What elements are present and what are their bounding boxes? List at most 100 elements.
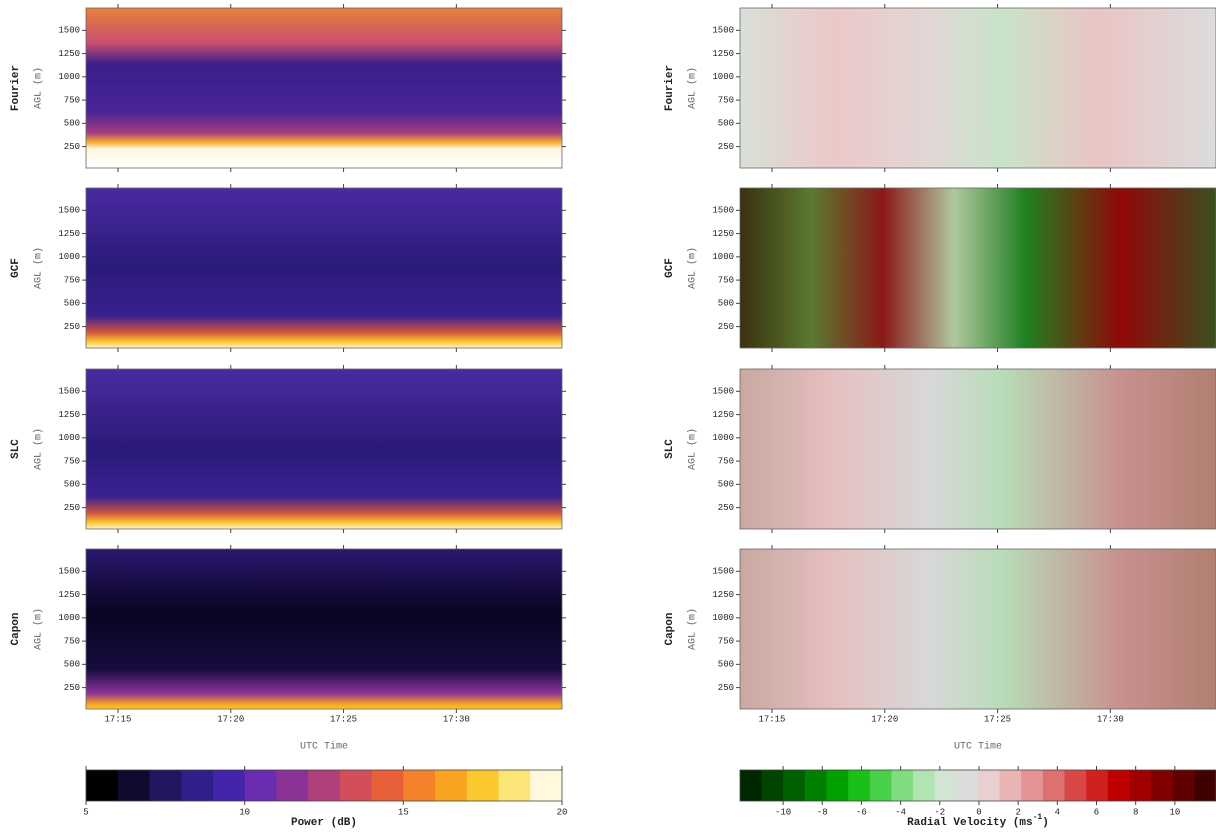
y-axis-label: AGL (m) bbox=[33, 247, 45, 289]
y-tick-label: 1000 bbox=[58, 252, 80, 262]
y-axis-label: AGL (m) bbox=[33, 67, 45, 109]
y-tick-label: 250 bbox=[64, 683, 80, 693]
x-tick-label: 17:25 bbox=[330, 714, 357, 724]
colorbar-cell bbox=[498, 770, 531, 801]
colorbar-cell bbox=[804, 770, 828, 801]
colorbar-cell bbox=[913, 770, 936, 801]
y-tick-label: 250 bbox=[64, 142, 80, 152]
y-tick-label: 1000 bbox=[712, 72, 734, 82]
heatmap-image bbox=[86, 549, 562, 709]
x-tick-label: 17:30 bbox=[443, 714, 470, 724]
colorbar-label: Power (dB) bbox=[291, 817, 357, 829]
colorbar-cell bbox=[956, 770, 979, 801]
colorbar-cell bbox=[308, 770, 341, 801]
panel-frame bbox=[85, 7, 563, 169]
panel-frame bbox=[85, 548, 563, 710]
colorbar-cell bbox=[1042, 770, 1066, 801]
panel-label: Fourier bbox=[664, 65, 676, 111]
panel-frame bbox=[85, 187, 563, 349]
y-tick-label: 500 bbox=[718, 299, 734, 309]
panel-frame bbox=[739, 7, 1216, 169]
y-tick-label: 750 bbox=[718, 636, 734, 646]
colorbar-cell bbox=[761, 770, 784, 801]
colorbar-tick-label: 10 bbox=[1169, 807, 1180, 817]
colorbar-cell bbox=[181, 770, 214, 801]
y-tick-label: 750 bbox=[64, 636, 80, 646]
y-tick-label: 1250 bbox=[712, 49, 734, 59]
heatmap-image bbox=[740, 369, 1216, 529]
colorbar-tick-label: 15 bbox=[398, 807, 409, 817]
panel-frame bbox=[739, 187, 1216, 349]
x-tick-label: 17:15 bbox=[758, 714, 785, 724]
colorbar-cell bbox=[1172, 770, 1195, 801]
x-tick-label: 17:20 bbox=[871, 714, 898, 724]
colorbar-tick-label: 8 bbox=[1133, 807, 1138, 817]
colorbar-cell bbox=[848, 770, 871, 801]
colorbar-tick-label: 6 bbox=[1094, 807, 1099, 817]
colorbar-label-exponent: -1 bbox=[1033, 813, 1043, 822]
colorbar-cell bbox=[244, 770, 277, 801]
colorbar-tick-label: 20 bbox=[557, 807, 568, 817]
colorbar-tick-label: 10 bbox=[239, 807, 250, 817]
y-tick-label: 500 bbox=[64, 480, 80, 490]
colorbar-cell bbox=[1086, 770, 1109, 801]
colorbar-cell bbox=[934, 770, 957, 801]
heatmap-image bbox=[86, 188, 562, 348]
y-tick-label: 750 bbox=[718, 275, 734, 285]
colorbar-cell bbox=[1151, 770, 1174, 801]
colorbar-cell bbox=[371, 770, 404, 801]
colorbar-tick-label: 0 bbox=[976, 807, 981, 817]
y-axis-label: AGL (m) bbox=[687, 67, 699, 109]
y-tick-label: 500 bbox=[64, 119, 80, 129]
colorbar-cell bbox=[117, 770, 150, 801]
colorbar-tick-label: 4 bbox=[1055, 807, 1060, 817]
x-axis-label: UTC Time bbox=[954, 741, 1002, 753]
y-axis-label: AGL (m) bbox=[687, 608, 699, 650]
x-tick-label: 17:25 bbox=[984, 714, 1011, 724]
y-axis-label: AGL (m) bbox=[687, 247, 699, 289]
colorbar-label: Radial Velocity (ms-1) bbox=[907, 813, 1049, 829]
y-tick-label: 1000 bbox=[58, 72, 80, 82]
y-tick-label: 250 bbox=[718, 322, 734, 332]
y-tick-label: 500 bbox=[64, 299, 80, 309]
x-tick-label: 17:20 bbox=[217, 714, 244, 724]
heatmap-image bbox=[740, 549, 1216, 709]
panel-label: SLC bbox=[664, 439, 676, 459]
y-tick-label: 250 bbox=[718, 503, 734, 513]
heatmap-image bbox=[86, 369, 562, 529]
y-tick-label: 1250 bbox=[712, 229, 734, 239]
y-tick-label: 750 bbox=[64, 275, 80, 285]
y-tick-label: 1500 bbox=[58, 567, 80, 577]
x-tick-label: 17:15 bbox=[104, 714, 131, 724]
colorbar-cell bbox=[1107, 770, 1130, 801]
y-tick-label: 1500 bbox=[712, 387, 734, 397]
y-tick-label: 1000 bbox=[712, 252, 734, 262]
y-axis-label: AGL (m) bbox=[687, 428, 699, 470]
y-tick-label: 250 bbox=[718, 142, 734, 152]
x-axis-label: UTC Time bbox=[300, 741, 348, 753]
y-tick-label: 1500 bbox=[58, 387, 80, 397]
panel-frame bbox=[739, 548, 1216, 710]
colorbar-tick-label: -6 bbox=[856, 807, 867, 817]
colorbar-tick-label: -10 bbox=[775, 807, 791, 817]
colorbar-cell bbox=[530, 770, 563, 801]
colorbar-tick-label: -8 bbox=[817, 807, 828, 817]
panel-label: Capon bbox=[10, 612, 22, 645]
y-tick-label: 1500 bbox=[712, 206, 734, 216]
y-axis-label: AGL (m) bbox=[33, 428, 45, 470]
y-tick-label: 500 bbox=[718, 480, 734, 490]
colorbar-cell bbox=[826, 770, 849, 801]
y-tick-label: 1250 bbox=[58, 49, 80, 59]
colorbar-cell bbox=[869, 770, 892, 801]
panel-label: GCF bbox=[664, 258, 676, 278]
colorbar-cell bbox=[1129, 770, 1152, 801]
colorbar-frame bbox=[739, 769, 1216, 802]
y-tick-label: 1250 bbox=[712, 410, 734, 420]
colorbar-cell bbox=[466, 770, 500, 801]
colorbar-cell bbox=[999, 770, 1022, 801]
x-tick-label: 17:30 bbox=[1097, 714, 1124, 724]
y-tick-label: 750 bbox=[718, 95, 734, 105]
y-tick-label: 250 bbox=[64, 503, 80, 513]
y-tick-label: 250 bbox=[64, 322, 80, 332]
